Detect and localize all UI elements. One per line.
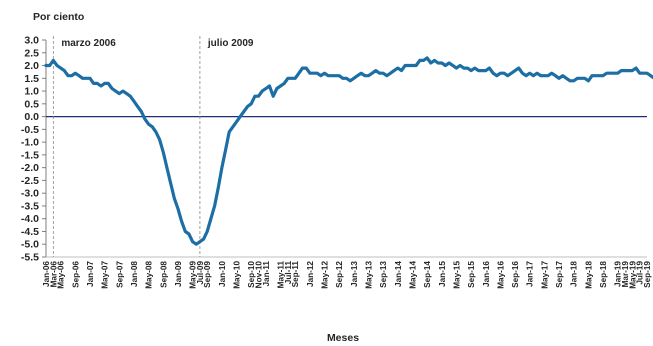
x-tick-label: May-17 [540, 261, 549, 289]
y-tick-label: -2.0 [21, 162, 39, 174]
x-tick-label: Jan-15 [438, 261, 447, 287]
y-tick-label: -3.0 [21, 188, 39, 200]
x-tick-label: Jan-14 [394, 261, 403, 287]
x-tick-label: Jan-06 [42, 261, 51, 287]
y-tick-label: -4.0 [21, 213, 39, 225]
y-tick-label: -0.5 [21, 124, 39, 136]
x-tick-label: May-14 [409, 261, 418, 289]
series-lines [44, 56, 653, 246]
x-tick-label: Nov-10 [255, 261, 264, 289]
y-tick-label: 1.5 [24, 73, 39, 85]
y-axis-label: Por ciento [33, 11, 84, 23]
x-tick-label: Sep-09 [203, 261, 212, 288]
x-tick-label: Jul-11 [284, 261, 293, 285]
y-tick-label: 3.0 [24, 35, 39, 47]
y-tick-label: -2.5 [21, 175, 39, 187]
x-tick-label: May-11 [277, 261, 286, 289]
x-tick-label: Sep-15 [467, 261, 476, 288]
x-tick-label: Sep-10 [247, 261, 256, 288]
x-tick-label: Sep-18 [599, 261, 608, 288]
x-tick-label: Sep-13 [379, 261, 388, 288]
y-tick-label: -4.5 [21, 226, 39, 238]
x-tick-label: Sep-06 [71, 261, 80, 288]
x-tick-label: Jul-09 [196, 261, 205, 285]
x-tick-label: May-07 [101, 261, 110, 289]
x-tick-label: May-16 [496, 261, 505, 289]
annotation-label: marzo 2006 [61, 38, 116, 49]
annotation-label: julio 2009 [207, 38, 254, 49]
x-tick-label: Jan-11 [262, 261, 271, 287]
x-tick-label: Mar-19 [621, 261, 630, 288]
x-tick-label: Jan-10 [218, 261, 227, 287]
y-tick-label: -1.0 [21, 137, 39, 149]
y-tick-label: -1.5 [21, 149, 39, 161]
x-tick-label: Sep-14 [423, 261, 432, 288]
x-tick-label: Jan-09 [174, 261, 183, 287]
x-tick-label: May-19 [628, 261, 637, 289]
x-tick-label: Jul-19 [636, 261, 645, 285]
x-tick-label: Jan-08 [130, 261, 139, 287]
x-tick-label: Jan-12 [306, 261, 315, 287]
x-axis-label: Meses [327, 332, 359, 344]
axes: 3.02.52.01.51.00.50.0-0.5-1.0-1.5-2.0-2.… [21, 35, 652, 289]
x-tick-label: Sep-19 [643, 261, 652, 288]
x-tick-label: Sep-16 [511, 261, 520, 288]
y-tick-label: 2.0 [24, 60, 39, 72]
annotations: marzo 2006 julio 2009 [52, 36, 254, 257]
x-tick-label: Jan-17 [526, 261, 535, 287]
x-tick-label: Jan-16 [482, 261, 491, 287]
x-tick-label: Sep-12 [335, 261, 344, 288]
x-tick-label: May-09 [189, 261, 198, 289]
x-tick-label: Sep-11 [291, 261, 300, 288]
y-tick-label: -5.0 [21, 239, 39, 251]
x-tick-label: May-12 [321, 261, 330, 289]
x-tick-label: Sep-07 [115, 261, 124, 288]
x-tick-label: May-15 [452, 261, 461, 289]
x-tick-label: May-08 [145, 261, 154, 289]
y-tick-label: -5.5 [21, 252, 39, 264]
x-tick-label: Sep-08 [159, 261, 168, 288]
series-line [44, 56, 653, 246]
x-tick-label: Jan-18 [570, 261, 579, 287]
y-tick-label: 0.5 [24, 98, 39, 110]
x-tick-label: May-10 [233, 261, 242, 289]
x-tick-label: Sep-17 [555, 261, 564, 288]
x-tick-label: May-13 [365, 261, 374, 289]
x-tick-label: Mar-06 [49, 261, 58, 288]
x-tick-label: Jan-07 [86, 261, 95, 287]
y-tick-label: 0.0 [24, 111, 39, 123]
y-tick-label: 2.5 [24, 47, 39, 59]
y-tick-label: -3.5 [21, 200, 39, 212]
x-tick-label: Jan-13 [350, 261, 359, 287]
x-tick-label: Jan-19 [614, 261, 623, 287]
x-tick-label: May-18 [584, 261, 593, 289]
x-tick-label: May-06 [57, 261, 66, 289]
y-tick-label: 1.0 [24, 86, 39, 98]
